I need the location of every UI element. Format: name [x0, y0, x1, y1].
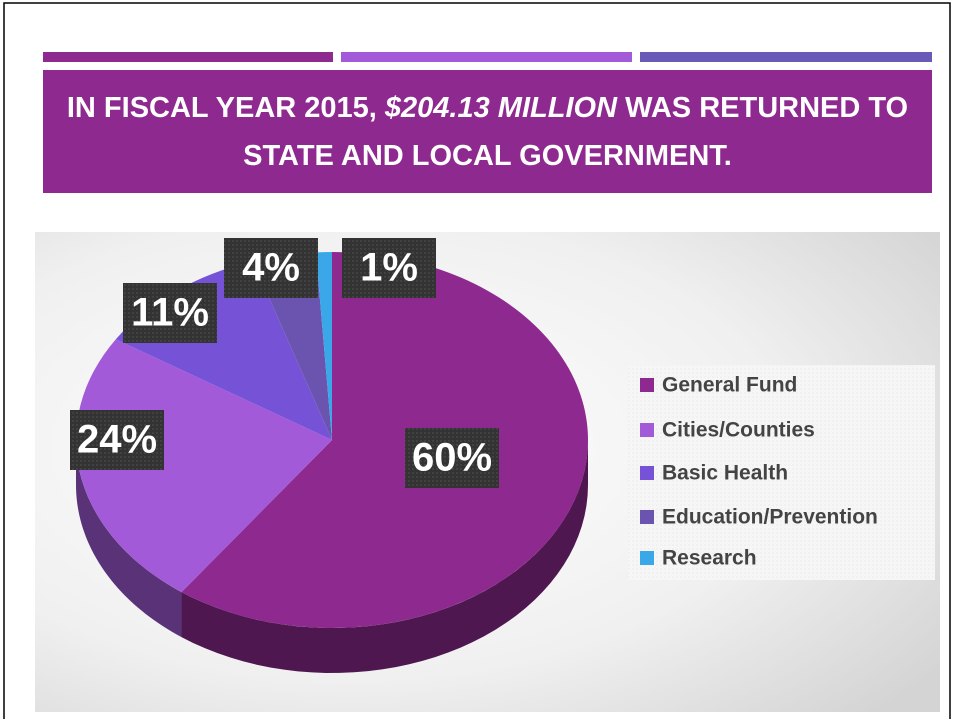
data-label: 4%: [242, 246, 300, 290]
data-label: 60%: [412, 436, 492, 480]
title-text: IN FISCAL YEAR 2015, $204.13 MILLION WAS…: [63, 84, 912, 180]
pie-slice: [181, 252, 589, 629]
accent-bar: [640, 52, 932, 62]
legend-swatch: [640, 551, 654, 565]
legend-swatch: [640, 466, 654, 480]
title-part: IN FISCAL YEAR 2015,: [66, 91, 377, 124]
data-label: 11%: [131, 291, 209, 335]
pie-side: [76, 440, 182, 638]
legend-label: Research: [662, 547, 757, 570]
accent-bar: [43, 52, 333, 62]
legend: [628, 365, 935, 580]
pie-slice: [75, 339, 332, 593]
legend-swatch: [640, 423, 654, 437]
pie-slice: [315, 252, 332, 440]
legend-label: Basic Health: [662, 462, 788, 485]
legend-swatch: [640, 378, 654, 392]
slide-border: [3, 2, 951, 719]
pie-side: [181, 440, 588, 673]
slide-title: IN FISCAL YEAR 2015, $204.13 MILLION WAS…: [43, 70, 932, 193]
pie-slice: [252, 252, 332, 440]
title-emphasis: $204.13 MILLION: [384, 91, 618, 124]
data-label: 24%: [77, 418, 157, 462]
accent-bar: [341, 52, 632, 62]
data-label-box: [123, 283, 217, 343]
data-label-box: [224, 238, 318, 298]
legend-swatch: [640, 510, 654, 524]
data-label: 1%: [360, 246, 418, 290]
data-label-box: [70, 410, 164, 470]
legend-label: Education/Prevention: [662, 506, 878, 529]
title-part: WAS RETURNED TO STATE AND LOCAL GOVERNME…: [243, 91, 909, 172]
legend-label: General Fund: [662, 374, 797, 397]
data-label-box: [342, 238, 436, 298]
legend-items: General Fund Cities/Counties Basic Health E…: [640, 374, 878, 570]
data-label-box: [405, 428, 499, 488]
legend-label: Cities/Counties: [662, 419, 815, 442]
pie: 60% 24% 11% 4% 1%: [70, 238, 589, 673]
